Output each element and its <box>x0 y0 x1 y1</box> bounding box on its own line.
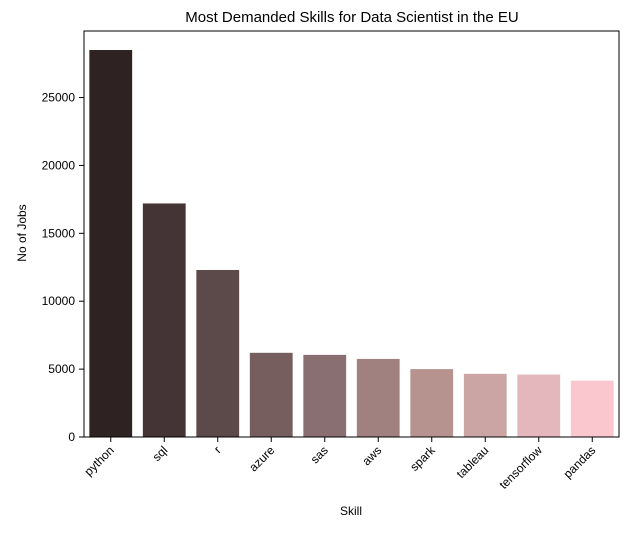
bar-sql <box>142 203 186 437</box>
bar-pandas <box>570 380 614 437</box>
x-axis-label: Skill <box>340 504 362 518</box>
x-tick-label: azure <box>246 443 277 474</box>
bar-azure <box>249 352 293 437</box>
x-tick-label: python <box>81 443 116 478</box>
x-tick-label: aws <box>359 443 384 468</box>
chart-title: Most Demanded Skills for Data Scientist … <box>185 9 518 26</box>
y-tick-label: 10000 <box>42 294 76 308</box>
x-tick-label: spark <box>407 443 438 474</box>
y-axis-ticks: 0 5000 10000 15000 20000 25000 <box>42 91 84 444</box>
bar-tableau <box>463 373 507 437</box>
y-axis-label: No of Jobs <box>15 204 29 261</box>
y-tick-label: 25000 <box>42 91 76 105</box>
bars <box>89 50 614 437</box>
x-tick-label: sas <box>308 443 331 466</box>
x-axis-ticks: python sql r azure sas aws spark tableau tensorf… <box>81 437 598 492</box>
y-tick-label: 5000 <box>48 362 75 376</box>
bar-tensorflow <box>517 374 561 437</box>
x-tick-label: r <box>211 443 224 456</box>
y-tick-label: 15000 <box>42 226 76 240</box>
x-tick-label: tensorflow <box>496 443 545 492</box>
x-tick-label: sql <box>150 443 171 464</box>
x-tick-label: tableau <box>454 443 492 481</box>
bar-aws <box>356 358 400 437</box>
bar-sas <box>303 354 347 437</box>
y-tick-label: 20000 <box>42 158 76 172</box>
plot-frame <box>83 30 620 438</box>
bar-spark <box>410 369 454 437</box>
x-tick-label: pandas <box>561 443 599 481</box>
y-tick-label: 0 <box>68 430 75 444</box>
bar-python <box>89 50 133 437</box>
bar-r <box>196 269 240 437</box>
